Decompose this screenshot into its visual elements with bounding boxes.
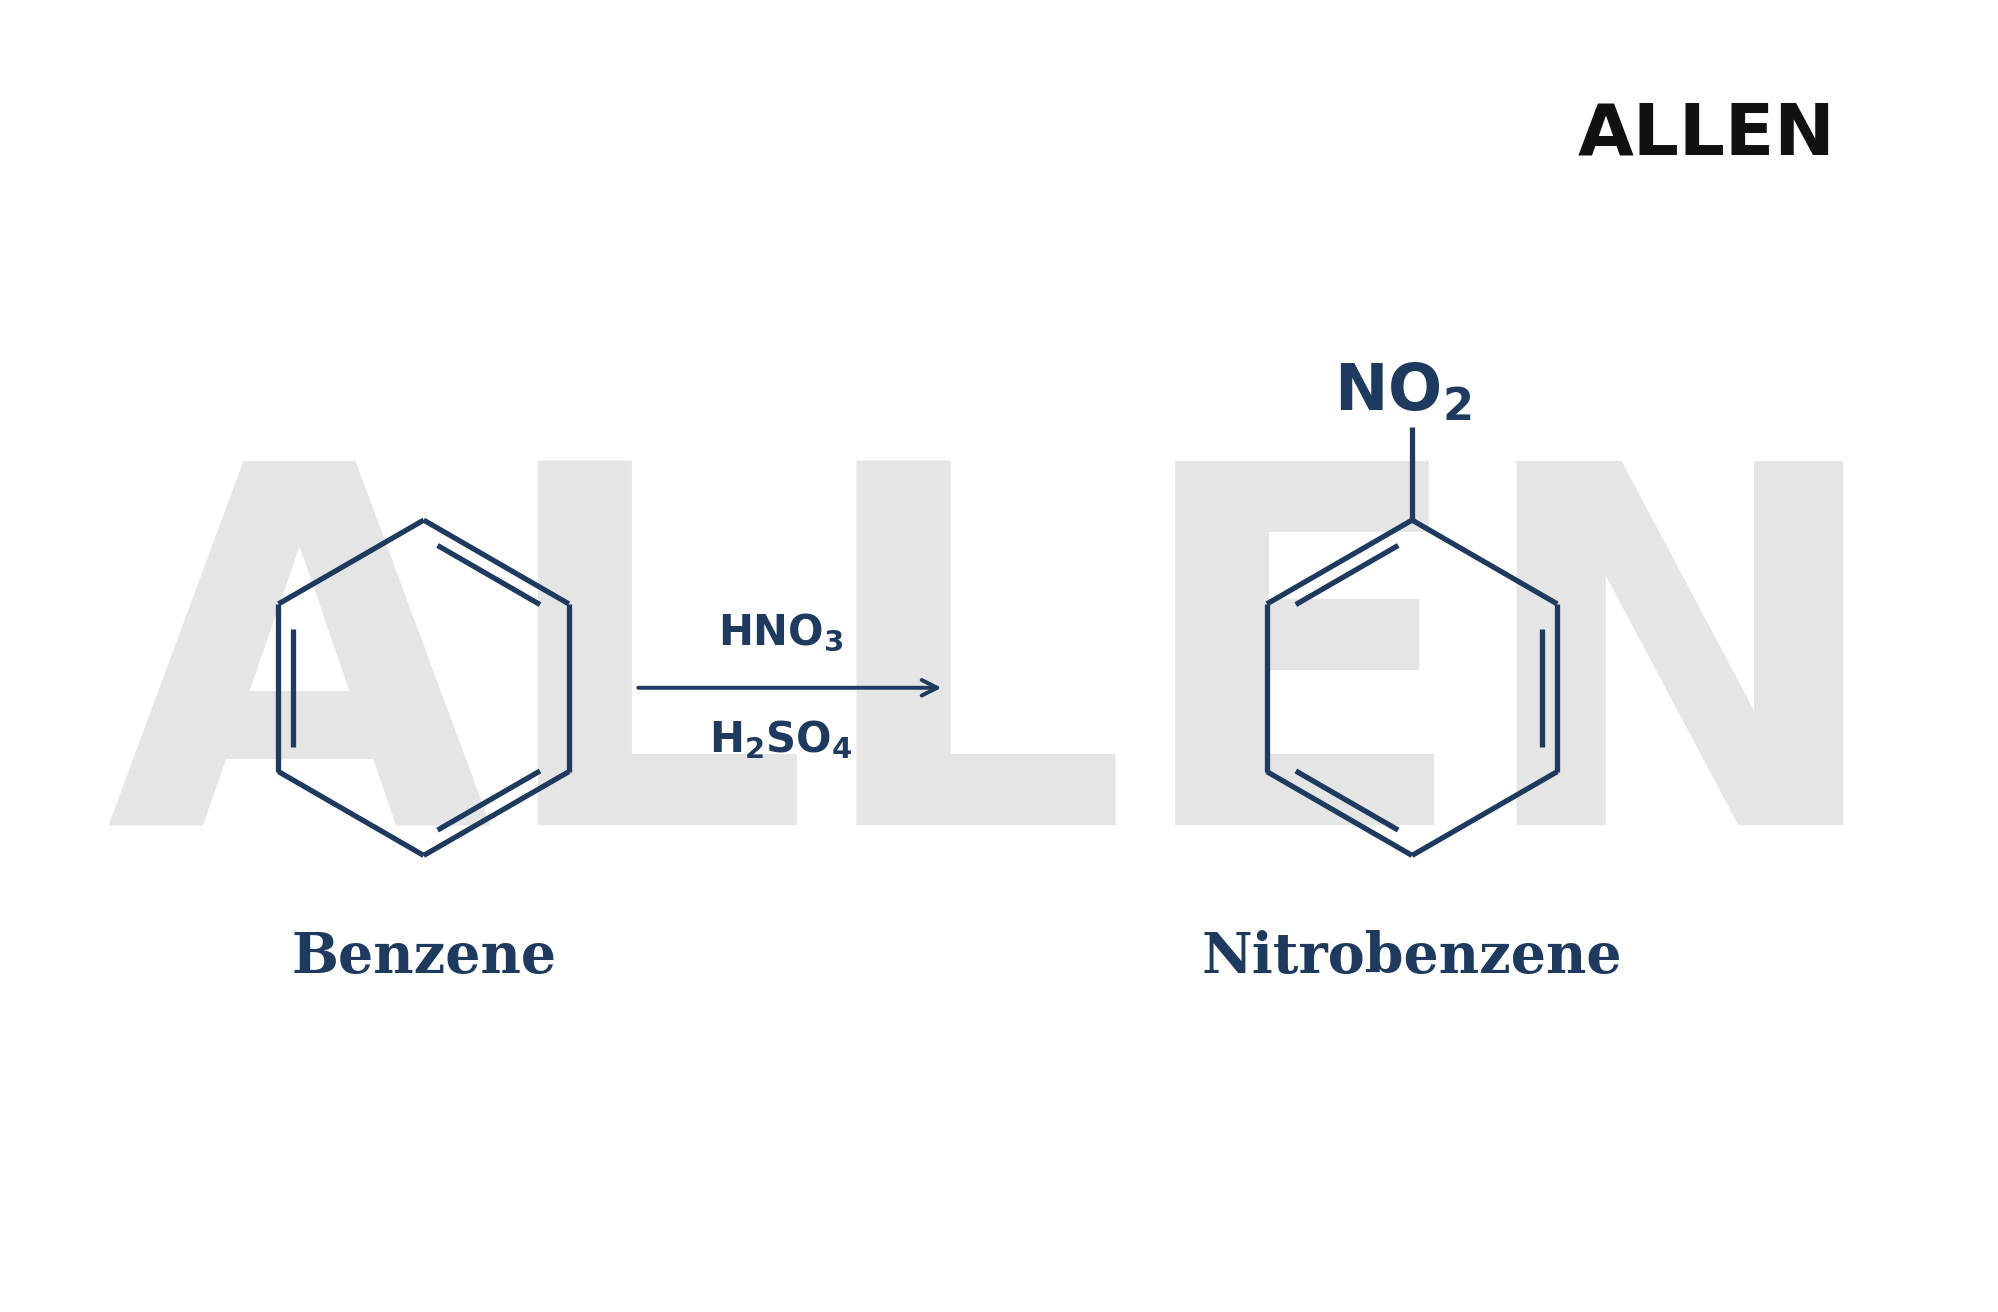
Text: Nitrobenzene: Nitrobenzene [1201, 930, 1622, 985]
Text: Benzene: Benzene [292, 930, 555, 985]
Text: $\mathbf{HNO_3}$: $\mathbf{HNO_3}$ [717, 611, 843, 655]
Text: $\mathbf{NO_2}$: $\mathbf{NO_2}$ [1335, 361, 1471, 422]
Text: $\mathbf{H_2SO_4}$: $\mathbf{H_2SO_4}$ [709, 719, 853, 761]
Text: ALLEN: ALLEN [106, 446, 1888, 930]
Text: ALLEN: ALLEN [1576, 101, 1834, 171]
